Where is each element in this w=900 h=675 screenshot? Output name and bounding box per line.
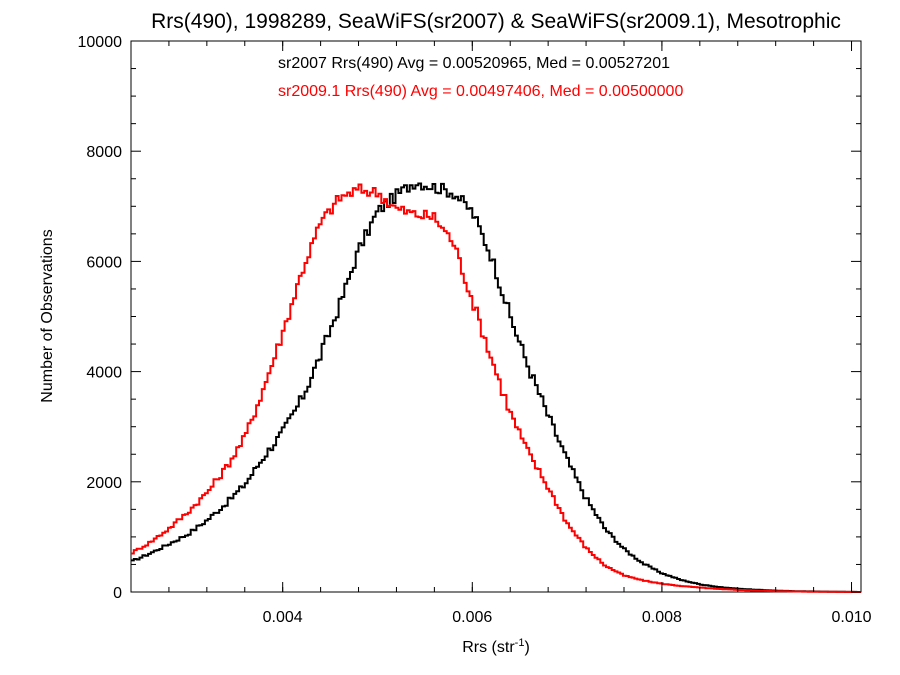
plot-frame (130, 40, 862, 593)
x-axis-label-close: ) (524, 639, 529, 656)
y-tick-label: 10000 (78, 34, 123, 51)
y-tick-label: 8000 (86, 144, 122, 161)
y-tick-label: 0 (113, 585, 122, 602)
y-tick-label: 4000 (86, 365, 122, 382)
annotation-sr2009: sr2009.1 Rrs(490) Avg = 0.00497406, Med … (278, 83, 683, 100)
series-layer (131, 182, 861, 593)
x-tick-label: 0.008 (642, 609, 682, 626)
x-axis-label-base: Rrs (str (462, 639, 515, 656)
series-sr2007 (131, 182, 861, 593)
series-sr2009 (131, 183, 861, 593)
x-axis-label-exp: -1 (515, 637, 525, 649)
x-axis-label: Rrs (str-1) (462, 637, 530, 656)
y-axis-label: Number of Observations (39, 229, 56, 402)
x-tick-label: 0.004 (263, 609, 303, 626)
chart-title: Rrs(490), 1998289, SeaWiFS(sr2007) & Sea… (151, 10, 841, 33)
x-tick-label: 0.010 (831, 609, 871, 626)
annotation-sr2007: sr2007 Rrs(490) Avg = 0.00520965, Med = … (278, 55, 670, 72)
y-tick-label: 6000 (86, 254, 122, 271)
y-tick-label: 2000 (86, 475, 122, 492)
x-tick-label: 0.006 (452, 609, 492, 626)
axis-layer: 0.004 0.006 0.008 0.010 0 2000 4000 6000 8000 100… (78, 34, 872, 626)
